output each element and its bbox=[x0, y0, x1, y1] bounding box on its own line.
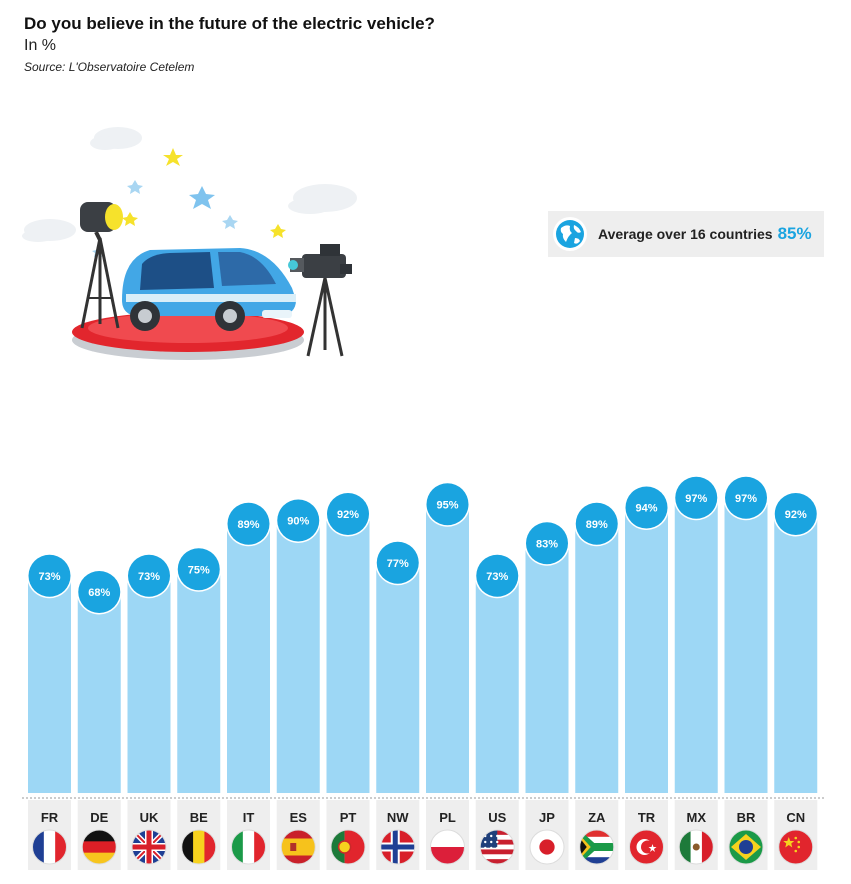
tick-label-es: ES bbox=[290, 810, 308, 825]
value-bubble-fill bbox=[327, 493, 369, 535]
bar-cn bbox=[774, 515, 818, 793]
data-label-uk: 73% bbox=[138, 571, 160, 583]
bar-tr bbox=[625, 509, 668, 793]
flag-japan-icon bbox=[529, 829, 565, 865]
value-bubble-fill bbox=[376, 541, 419, 584]
bar-be bbox=[177, 570, 221, 793]
tick-label-fr: FR bbox=[41, 810, 59, 825]
tick-label-cn: CN bbox=[786, 810, 805, 825]
value-bubble-fill bbox=[128, 554, 170, 597]
tick-label-pt: PT bbox=[340, 810, 357, 825]
bar-mx bbox=[674, 499, 718, 793]
data-label-de: 68% bbox=[88, 587, 110, 599]
flag-usa-icon bbox=[479, 829, 515, 865]
bar-br bbox=[724, 499, 768, 793]
flag-turkey-icon bbox=[629, 829, 664, 865]
data-label-br: 97% bbox=[735, 493, 757, 505]
data-label-mx: 97% bbox=[685, 493, 707, 505]
data-label-nw: 77% bbox=[387, 558, 409, 570]
tick-label-it: IT bbox=[243, 810, 255, 825]
car-icon bbox=[122, 248, 296, 331]
average-label: Average over 16 countries bbox=[598, 226, 773, 242]
tick-label-uk: UK bbox=[140, 810, 159, 825]
chart-subtitle: In % bbox=[24, 37, 57, 54]
electric-car-illustration bbox=[22, 127, 357, 360]
flag-portugal-icon bbox=[330, 829, 366, 865]
bar-za bbox=[575, 525, 619, 793]
data-label-cn: 92% bbox=[785, 509, 807, 521]
tick-label-de: DE bbox=[90, 810, 108, 825]
tick-label-be: BE bbox=[190, 810, 208, 825]
flag-china-icon bbox=[778, 829, 814, 865]
chart-title: Do you believe in the future of the elec… bbox=[24, 14, 435, 33]
value-bubble-fill bbox=[774, 493, 817, 535]
value-bubble-fill bbox=[426, 483, 469, 526]
flag-norway-icon bbox=[380, 829, 416, 865]
bar-jp bbox=[525, 544, 569, 793]
flag-mexico-icon bbox=[678, 829, 714, 865]
bar-it bbox=[227, 525, 270, 793]
data-label-tr: 94% bbox=[635, 503, 657, 515]
bar-de bbox=[77, 593, 121, 793]
flag-france-icon bbox=[32, 829, 67, 865]
bar-es bbox=[276, 522, 320, 793]
value-bubble-fill bbox=[177, 548, 220, 591]
tick-label-za: ZA bbox=[588, 810, 606, 825]
value-bubble-fill bbox=[476, 554, 519, 597]
value-bubble-fill bbox=[78, 571, 121, 613]
flag-poland-icon bbox=[430, 829, 465, 865]
flag-italy-icon bbox=[231, 829, 266, 865]
cloud-icon bbox=[22, 127, 357, 242]
tick-label-us: US bbox=[488, 810, 506, 825]
data-label-za: 89% bbox=[586, 519, 608, 531]
value-bubble-fill bbox=[725, 476, 767, 519]
value-bubble-fill bbox=[277, 499, 320, 542]
data-label-pl: 95% bbox=[436, 499, 458, 511]
average-callout: Average over 16 countries 85% bbox=[548, 211, 824, 257]
average-value: 85% bbox=[777, 224, 812, 243]
flag-brazil-icon bbox=[728, 829, 764, 865]
data-label-es: 90% bbox=[287, 516, 309, 528]
bar-fr bbox=[28, 577, 71, 793]
tick-label-nw: NW bbox=[387, 810, 409, 825]
bar-nw bbox=[376, 564, 420, 793]
bar-uk bbox=[127, 577, 171, 793]
flag-germany-icon bbox=[81, 829, 117, 865]
bar-pt bbox=[326, 515, 370, 793]
data-label-fr: 73% bbox=[38, 571, 60, 583]
flag-uk-icon bbox=[131, 829, 167, 865]
data-label-be: 75% bbox=[188, 564, 210, 576]
spotlight-icon bbox=[80, 202, 123, 329]
tick-label-tr: TR bbox=[638, 810, 656, 825]
value-bubble-fill bbox=[227, 502, 270, 545]
bar-us bbox=[475, 577, 519, 793]
value-bubble-fill bbox=[575, 502, 618, 545]
flag-south-africa-icon bbox=[579, 829, 615, 865]
camera-icon bbox=[288, 244, 352, 357]
tick-label-mx: MX bbox=[687, 810, 707, 825]
globe-icon bbox=[553, 217, 587, 251]
bar-pl bbox=[426, 505, 469, 793]
tick-label-jp: JP bbox=[539, 810, 555, 825]
value-bubble-fill bbox=[675, 476, 718, 519]
data-label-us: 73% bbox=[486, 571, 508, 583]
value-bubble-fill bbox=[526, 522, 568, 565]
flag-belgium-icon bbox=[181, 829, 217, 865]
chart-source: Source: L'Observatoire Cetelem bbox=[24, 60, 195, 74]
tick-label-br: BR bbox=[737, 810, 756, 825]
tick-label-pl: PL bbox=[439, 810, 456, 825]
data-label-it: 89% bbox=[237, 519, 259, 531]
value-bubble-fill bbox=[28, 554, 71, 597]
data-label-pt: 92% bbox=[337, 509, 359, 521]
flag-spain-icon bbox=[280, 829, 316, 865]
value-bubble-fill bbox=[625, 486, 668, 529]
data-label-jp: 83% bbox=[536, 538, 558, 550]
